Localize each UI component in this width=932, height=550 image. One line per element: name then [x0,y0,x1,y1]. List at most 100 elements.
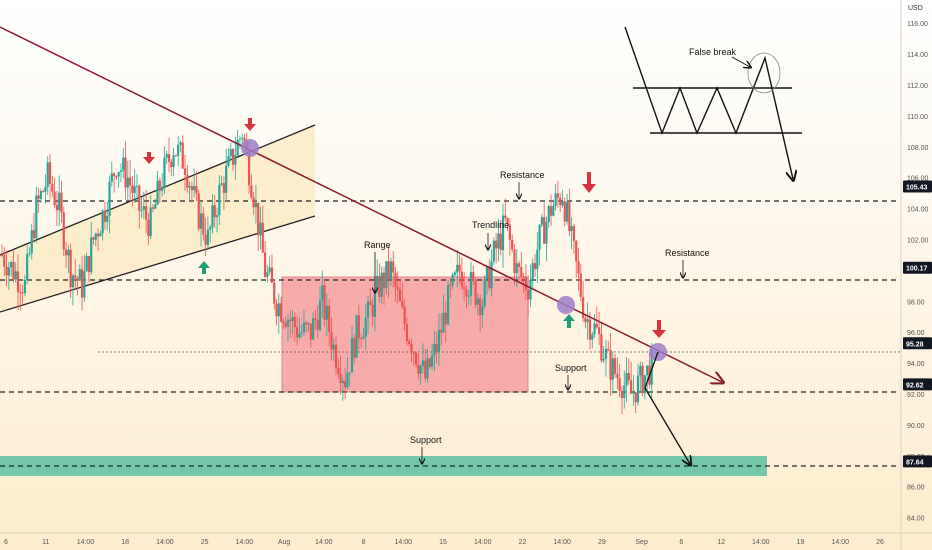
candle-body [14,271,17,280]
candle-body [314,318,317,320]
x-tick-label: 19 [797,539,805,546]
x-tick-label: 22 [519,539,527,546]
candle-body [74,275,77,279]
candle-body [209,227,212,230]
candle-body [529,279,532,300]
candle-body [483,279,486,307]
candle-body [591,334,594,340]
candle-body [177,144,180,156]
candle-body [641,365,644,394]
candle-body [570,225,573,232]
candle-body [215,215,219,218]
candle-body [579,273,582,298]
candle-body [364,317,367,337]
candle-body [30,230,33,254]
candle-body [556,193,560,198]
candle-body [133,186,136,193]
candle-body [92,237,95,240]
candle-body [64,249,68,256]
candle-body [158,180,161,191]
candle-body [32,230,36,239]
candle-body [85,256,88,272]
candle-body [263,252,267,277]
candle-body [277,303,280,317]
candle-body [389,261,393,280]
candle-body [69,249,72,288]
candle-body [71,275,75,288]
candle-body [508,224,511,240]
candle-body [586,319,589,322]
candle-body [115,176,118,178]
candle-body [195,186,198,194]
candle-body [21,292,24,294]
x-axis-ticks: 6 11 14:00 18 14:00 25 14:00 Aug 14:00 8 14:00 15 14… [4,539,884,546]
candle-body [131,185,134,193]
candle-body [19,291,22,293]
candle-body [193,186,196,191]
candle-body [284,322,287,327]
candle-body [76,278,79,281]
x-tick-label: 8 [362,539,366,546]
candle-body [426,358,429,379]
candle-body [513,249,516,274]
annotation-support-2: Support [410,435,442,445]
candle-body [222,183,226,193]
y-tick-label: 110.00 [907,114,928,121]
candle-body [572,225,576,241]
x-tick-label: 14:00 [315,539,333,546]
candle-body [252,197,255,208]
candle-body [398,289,402,302]
candle-body [62,212,65,250]
candle-body [106,216,109,222]
candle-body [632,392,635,394]
candle-body [236,139,239,156]
candle-body [186,174,189,188]
candle-body [517,263,521,267]
candle-body [170,161,173,168]
candle-body [357,315,360,339]
annotation-false-break: False break [689,47,737,57]
candle-body [119,170,123,172]
candle-body [80,269,84,298]
candle-body [266,272,269,277]
candle-body [408,341,411,344]
candle-body [449,284,452,286]
candle-body [126,177,129,188]
candle-body [227,156,230,166]
candle-body [531,263,534,280]
candle-body [481,306,484,316]
candle-body [362,336,365,339]
candle-body [163,157,166,187]
candle-body [291,317,294,322]
candle-body [627,372,630,381]
candle-body [206,229,209,245]
candle-body [396,286,399,290]
candle-body [257,202,260,236]
candle-body [37,195,40,199]
candle-body [639,365,642,376]
candle-body [289,319,292,322]
candle-body [309,323,312,340]
y-tick-label: 98.00 [907,299,925,306]
down-arrow-4 [652,320,666,338]
candle-body [161,186,164,191]
candle-body [280,303,283,322]
x-tick-label: 14:00 [395,539,413,546]
candle-body [602,358,605,361]
candle-body [234,155,237,165]
candle-body [511,239,514,250]
ascending-channel [0,125,315,312]
candle-body [463,287,466,289]
candle-body [378,276,381,297]
candle-body [430,355,434,367]
candle-body [499,233,502,251]
currency-label: USD [908,5,923,12]
candle-body [538,224,541,250]
candle-body [565,202,569,222]
down-arrow-1 [143,152,155,164]
candle-body [543,217,546,244]
candle-body [563,201,566,222]
candle-body [623,385,626,398]
candle-body [48,162,52,184]
candle-body [318,300,322,331]
